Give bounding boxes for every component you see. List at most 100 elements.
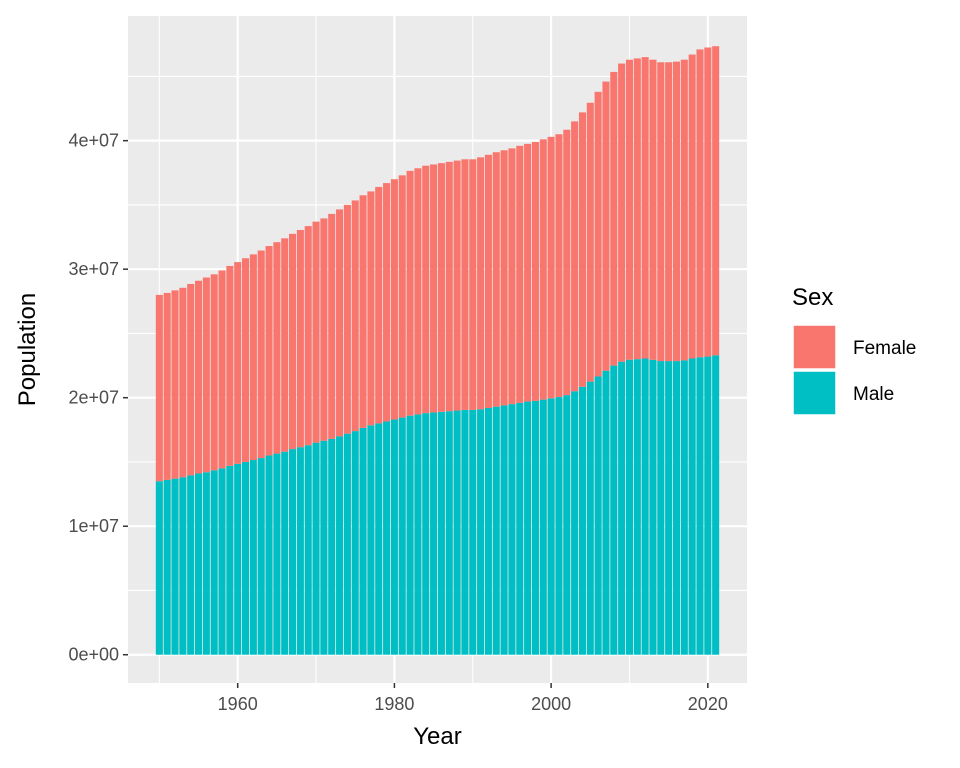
bar-female	[461, 159, 469, 410]
bar-male	[406, 415, 414, 655]
bar-female	[641, 57, 649, 359]
bar-male	[555, 397, 563, 655]
bar-female	[555, 134, 563, 398]
bar-male	[445, 411, 453, 655]
bar-female	[383, 183, 391, 422]
bar-male	[257, 458, 265, 655]
bar-male	[320, 440, 328, 655]
bar-female	[155, 294, 163, 482]
x-tick-label: 2020	[688, 694, 728, 714]
x-axis-title: Year	[413, 723, 462, 750]
bar-female	[296, 229, 304, 448]
bar-male	[265, 455, 273, 655]
bar-male	[414, 414, 422, 655]
bar-male	[351, 431, 359, 655]
bar-female	[304, 226, 312, 446]
bar-female	[218, 270, 226, 469]
bar-male	[242, 461, 250, 655]
bar-male	[602, 370, 610, 655]
bar-female	[516, 145, 524, 403]
bar-female	[289, 233, 297, 450]
bar-female	[539, 139, 547, 400]
bar-male	[336, 436, 344, 655]
bar-female	[320, 218, 328, 441]
bar-male	[657, 361, 665, 655]
bar-male	[649, 359, 657, 655]
bar-female	[602, 81, 610, 371]
bar-female	[343, 204, 351, 434]
bar-female	[672, 61, 681, 362]
bar-female	[273, 242, 281, 454]
y-tick-label: 4e+07	[68, 131, 119, 151]
legend-key-male	[792, 370, 837, 416]
bar-male	[500, 405, 508, 655]
legend: Sex Female Male	[792, 284, 916, 416]
bar-female	[249, 254, 257, 461]
y-axis-title: Population	[14, 293, 41, 406]
bar-female	[680, 59, 688, 361]
bar-female	[328, 213, 336, 439]
bar-male	[328, 438, 336, 655]
bar-male	[194, 473, 203, 655]
bar-male	[273, 453, 281, 655]
bar-female	[469, 159, 477, 410]
bar-female	[625, 59, 633, 360]
bar-female	[171, 290, 179, 479]
bar-male	[531, 400, 539, 655]
legend-title: Sex	[792, 284, 833, 311]
bar-male	[304, 445, 312, 655]
bar-female	[563, 129, 571, 396]
bar-male	[375, 423, 383, 655]
bar-female	[336, 209, 344, 437]
bar-male	[508, 404, 516, 655]
bar-male	[516, 402, 524, 655]
bar-male	[202, 472, 210, 655]
bar-female	[437, 163, 445, 412]
bar-male	[422, 413, 430, 655]
bar-female	[163, 292, 171, 480]
bar-female	[445, 161, 453, 412]
bar-male	[469, 409, 477, 655]
bar-male	[390, 419, 398, 655]
bar-male	[453, 410, 461, 655]
bar-male	[312, 442, 320, 655]
bar-male	[226, 465, 234, 655]
bar-female	[406, 170, 414, 416]
bar-female	[484, 154, 492, 408]
legend-label-female: Female	[853, 338, 916, 359]
bar-male	[249, 460, 257, 655]
bar-male	[163, 479, 171, 655]
y-axis: 0e+00 1e+07 2e+07 3e+07 4e+07	[68, 131, 128, 665]
bar-male	[586, 381, 594, 655]
bar-female	[414, 168, 422, 415]
bar-male	[234, 463, 242, 655]
bar-female	[578, 112, 586, 387]
bar-male	[563, 395, 571, 655]
bar-male	[296, 447, 304, 655]
y-tick-label: 0e+00	[68, 645, 119, 665]
bar-female	[375, 186, 383, 424]
bar-female	[571, 121, 579, 392]
bar-male	[437, 411, 445, 655]
bar-male	[484, 407, 492, 655]
bar-male	[696, 357, 704, 655]
bar-male	[665, 361, 673, 655]
bar-male	[704, 356, 712, 655]
bar-female	[430, 164, 438, 413]
bar-male	[672, 361, 681, 655]
bar-female	[194, 280, 203, 474]
bar-male	[571, 391, 579, 655]
bar-male	[633, 359, 641, 655]
bar-female	[359, 195, 367, 428]
bar-female	[265, 246, 273, 456]
bar-female	[367, 191, 375, 426]
bar-male	[578, 386, 586, 655]
bar-male	[281, 451, 289, 655]
bar-female	[688, 54, 696, 359]
bar-female	[281, 238, 289, 452]
bar-female	[202, 277, 210, 473]
x-axis: 1960 1980 2000 2020	[218, 683, 728, 714]
bar-female	[210, 274, 218, 471]
bar-male	[492, 406, 500, 655]
